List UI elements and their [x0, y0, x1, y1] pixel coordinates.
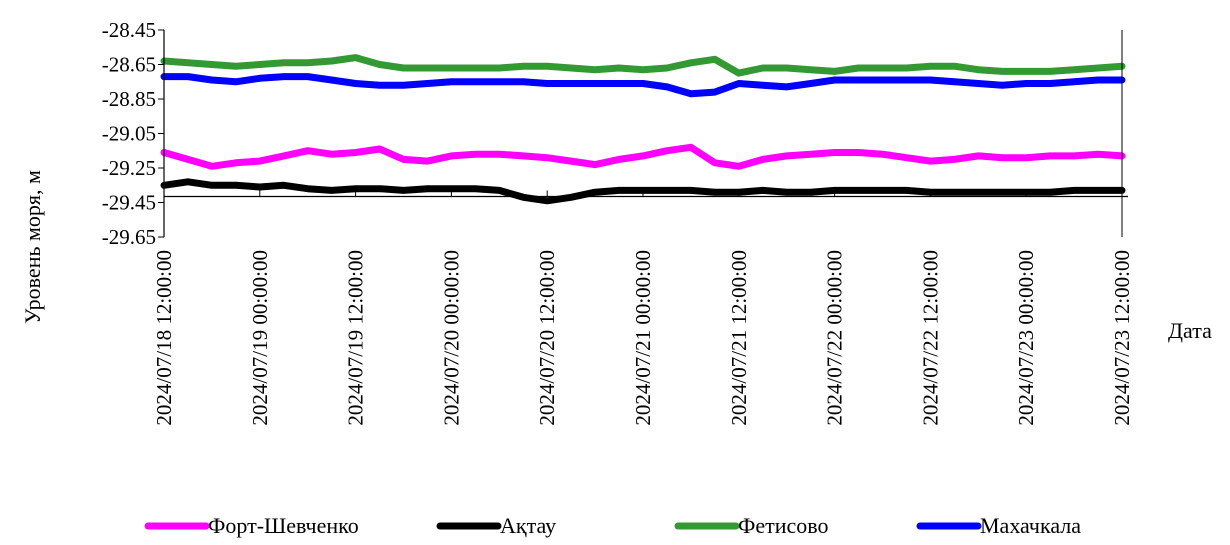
y-tick-label: -29.05 [102, 122, 156, 146]
legend-label: Ақтау [500, 513, 556, 538]
x-tick-label: 2024/07/20 12:00:00 [535, 250, 559, 426]
series-line-2 [160, 54, 1126, 77]
legend-item: Форт-Шевченко [144, 513, 359, 538]
x-tick-label: 2024/07/22 12:00:00 [918, 250, 942, 426]
x-tick-label: 2024/07/18 12:00:00 [152, 250, 176, 426]
x-tick-label: 2024/07/20 00:00:00 [439, 250, 463, 426]
y-axis-title: Уровень моря, м [20, 170, 45, 324]
series-line-1 [160, 178, 1126, 205]
x-tick-label: 2024/07/21 12:00:00 [727, 250, 751, 426]
x-tick-label: 2024/07/23 00:00:00 [1014, 250, 1038, 426]
legend-item: Фетисово [674, 513, 829, 538]
x-axis-title: Дата [1168, 318, 1212, 343]
y-tick-label: -29.25 [102, 156, 156, 180]
legend-label: Махачкала [980, 513, 1081, 538]
series-line-0 [160, 143, 1126, 170]
x-tick-label: 2024/07/22 00:00:00 [823, 250, 847, 426]
legend-label: Фетисово [738, 513, 829, 538]
legend-label: Форт-Шевченко [208, 513, 359, 538]
x-tick-label: 2024/07/19 12:00:00 [344, 250, 368, 426]
legend-item: Махачкала [916, 513, 1081, 538]
series-line-3 [160, 73, 1126, 98]
legend: Форт-Шевченко Ақтау Фетисово Махачкала [144, 513, 1081, 538]
y-tick-label: -28.85 [102, 87, 156, 111]
y-tick-label: -29.45 [102, 191, 156, 215]
legend-item: Ақтау [436, 513, 556, 538]
x-tick-label: 2024/07/23 12:00:00 [1110, 250, 1134, 426]
y-tick-label: -28.65 [102, 53, 156, 77]
x-tick-label: 2024/07/19 00:00:00 [248, 250, 272, 426]
y-tick-label: -29.65 [102, 225, 156, 249]
y-tick-label: -28.45 [102, 18, 156, 42]
x-tick-label: 2024/07/21 00:00:00 [631, 250, 655, 426]
